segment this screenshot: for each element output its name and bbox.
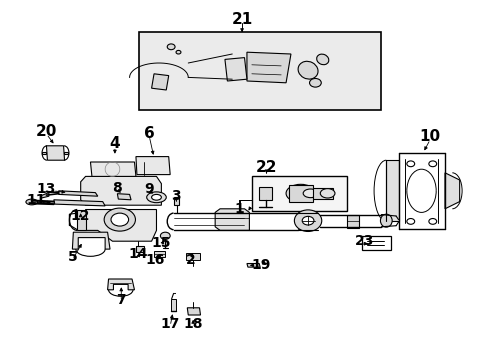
Polygon shape: [59, 191, 98, 196]
Polygon shape: [54, 200, 105, 206]
Bar: [312, 188, 332, 199]
Bar: [185, 253, 199, 260]
Polygon shape: [151, 74, 168, 90]
Polygon shape: [85, 210, 156, 241]
Ellipse shape: [294, 210, 321, 231]
Circle shape: [406, 219, 414, 224]
Ellipse shape: [380, 214, 391, 227]
Text: 1: 1: [234, 202, 244, 216]
Polygon shape: [81, 176, 161, 205]
Bar: [171, 299, 176, 311]
Text: 21: 21: [231, 12, 252, 27]
Text: 12: 12: [71, 209, 90, 223]
Polygon shape: [90, 162, 136, 176]
Text: 4: 4: [109, 136, 120, 152]
Bar: [288, 185, 312, 202]
Polygon shape: [246, 52, 290, 83]
Circle shape: [406, 161, 414, 167]
Text: 18: 18: [183, 317, 203, 331]
Text: 5: 5: [67, 251, 77, 264]
Ellipse shape: [151, 194, 161, 200]
Circle shape: [176, 50, 181, 54]
Circle shape: [313, 190, 321, 196]
Polygon shape: [136, 157, 170, 175]
Circle shape: [167, 44, 175, 50]
Text: 13: 13: [37, 182, 56, 196]
Bar: [346, 215, 359, 228]
Polygon shape: [41, 152, 46, 154]
Bar: [154, 251, 164, 257]
Text: 23: 23: [354, 234, 373, 248]
Polygon shape: [77, 210, 85, 230]
Text: 19: 19: [251, 258, 271, 271]
Polygon shape: [224, 58, 246, 81]
Polygon shape: [386, 160, 398, 221]
Bar: [361, 236, 390, 250]
Text: 11: 11: [27, 193, 46, 207]
Text: 20: 20: [36, 124, 57, 139]
Polygon shape: [215, 209, 249, 230]
Text: 16: 16: [145, 253, 165, 267]
Text: 2: 2: [185, 253, 195, 267]
Circle shape: [428, 219, 436, 224]
Ellipse shape: [26, 199, 38, 205]
Text: 15: 15: [151, 236, 171, 250]
Text: 22: 22: [255, 160, 277, 175]
Polygon shape: [117, 194, 131, 200]
Polygon shape: [136, 246, 144, 252]
Ellipse shape: [298, 61, 317, 79]
Circle shape: [160, 232, 170, 239]
Polygon shape: [46, 146, 64, 160]
Circle shape: [111, 213, 128, 226]
Polygon shape: [246, 264, 260, 267]
Text: 8: 8: [112, 181, 122, 195]
Text: 10: 10: [419, 129, 440, 144]
Polygon shape: [63, 152, 68, 154]
Bar: [173, 197, 179, 205]
Ellipse shape: [303, 189, 317, 198]
Ellipse shape: [316, 54, 328, 65]
Text: 7: 7: [116, 293, 126, 306]
Ellipse shape: [320, 189, 334, 198]
Circle shape: [104, 208, 135, 231]
Polygon shape: [72, 232, 110, 249]
Polygon shape: [187, 308, 200, 315]
Circle shape: [302, 216, 313, 225]
Text: 14: 14: [128, 247, 148, 261]
Circle shape: [428, 161, 436, 167]
Text: 9: 9: [144, 182, 154, 196]
Bar: [139, 32, 381, 110]
Text: 3: 3: [171, 189, 181, 203]
Polygon shape: [41, 193, 49, 198]
Text: 6: 6: [143, 126, 154, 141]
Polygon shape: [259, 187, 272, 200]
Bar: [251, 176, 346, 211]
Text: 17: 17: [160, 317, 180, 331]
Ellipse shape: [146, 192, 166, 203]
Ellipse shape: [285, 184, 315, 202]
Circle shape: [309, 78, 321, 87]
Polygon shape: [107, 279, 134, 290]
Polygon shape: [444, 173, 459, 209]
